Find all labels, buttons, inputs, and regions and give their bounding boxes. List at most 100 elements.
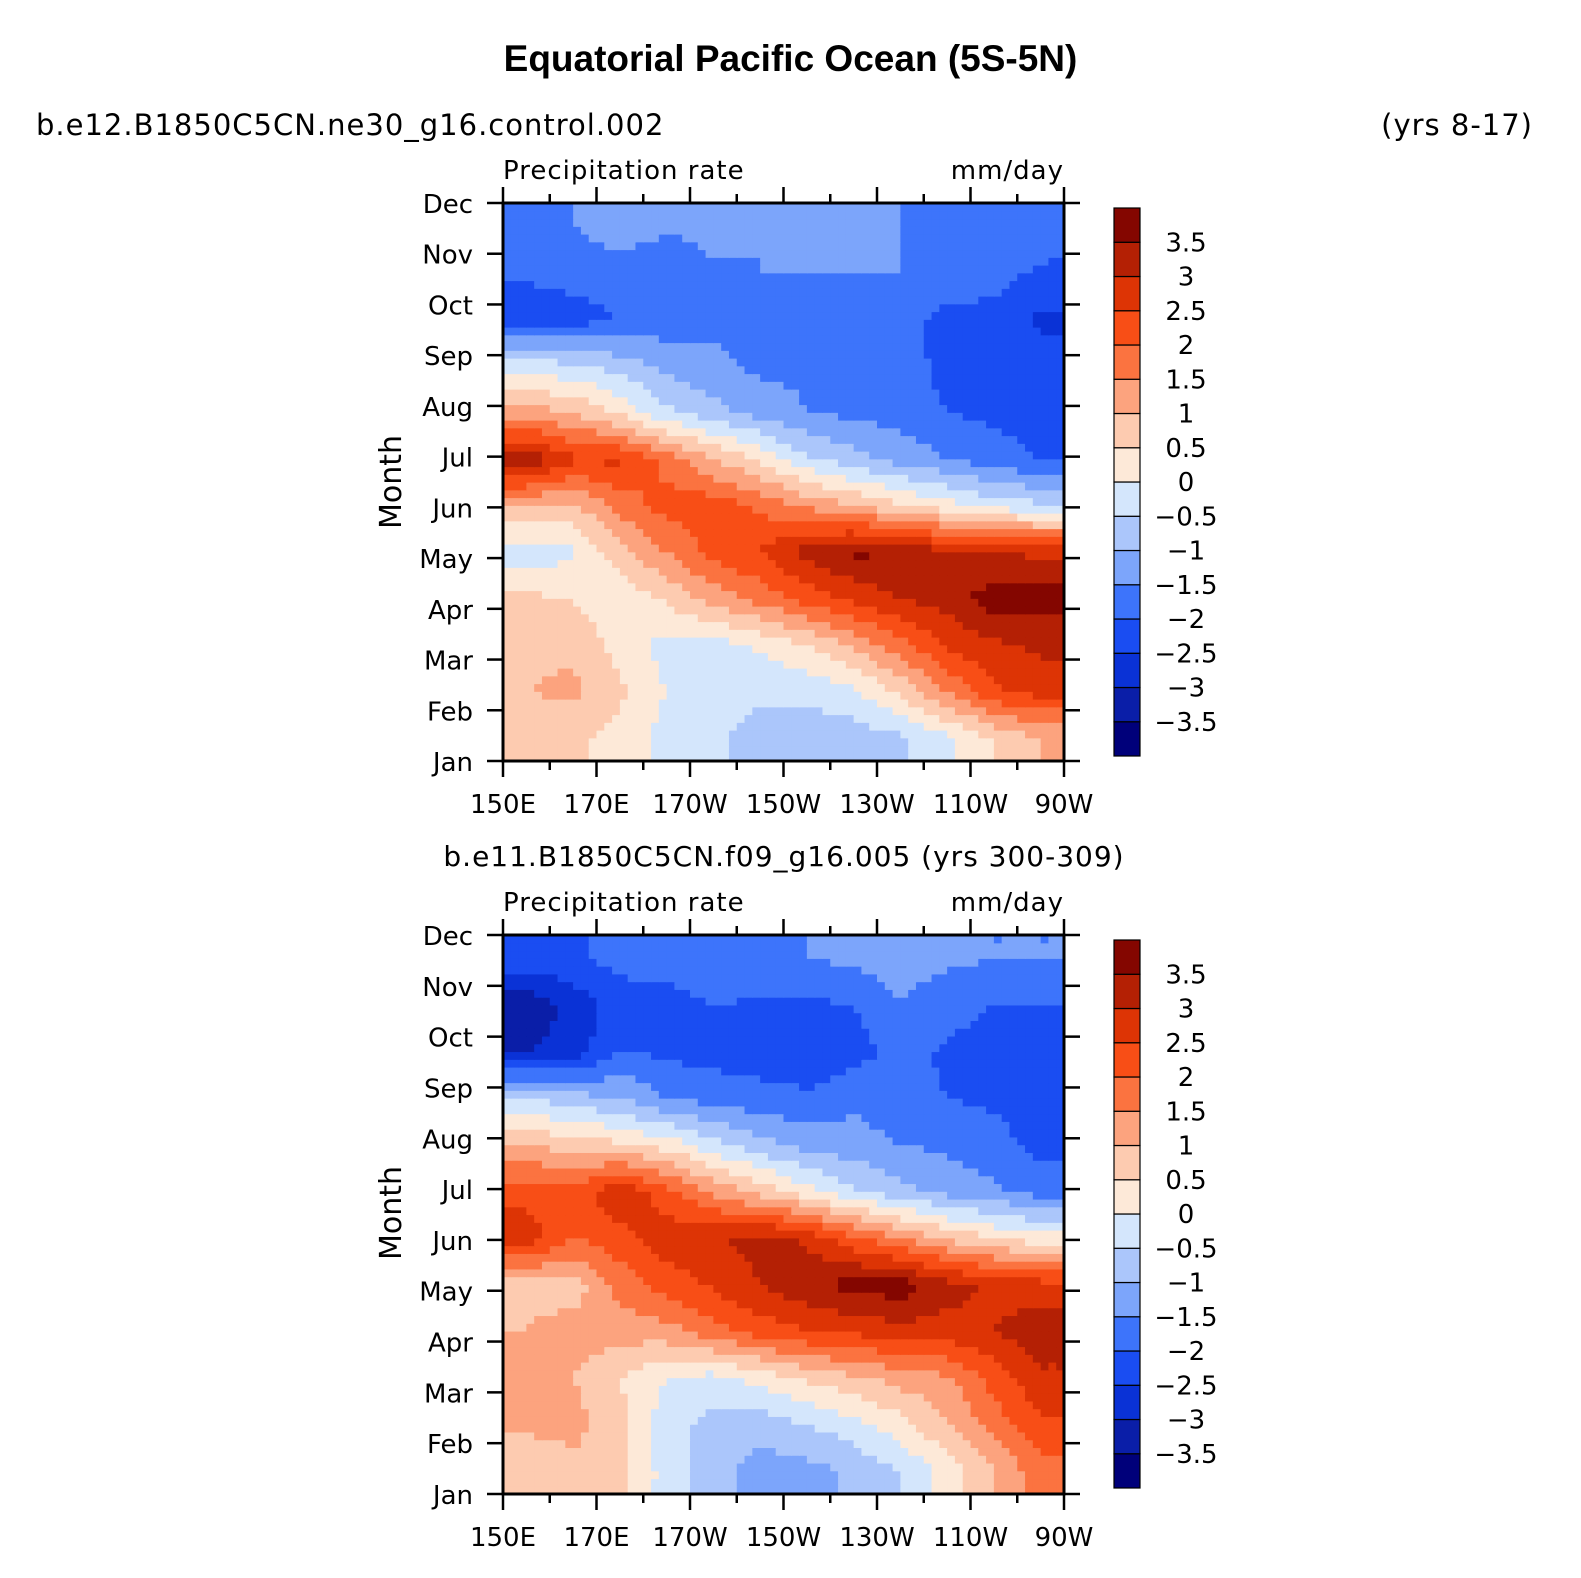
heatmap-cell [674,474,683,483]
heatmap-cell [892,342,901,351]
heatmap-cell [799,699,808,708]
heatmap-cell [713,296,722,305]
heatmap-cell [830,303,839,313]
heatmap-cell [892,730,901,739]
heatmap-cell [923,226,933,235]
heatmap-cell [791,412,800,421]
heatmap-cell [923,675,933,685]
heatmap-cell [635,489,644,499]
heatmap-cell [939,234,948,243]
heatmap-cell [775,358,785,367]
heatmap-cell [503,551,512,561]
heatmap-cell [1048,691,1057,700]
heatmap-cell [978,319,987,328]
heatmap-cell [721,613,730,623]
heatmap-cell [518,706,527,716]
heatmap-cell [783,265,792,274]
heatmap-cell [892,241,901,251]
heatmap-cell [565,466,574,475]
heatmap-cell [651,660,660,669]
heatmap-cell [1048,497,1057,506]
heatmap-cell [752,598,761,607]
heatmap-cell [908,722,917,731]
heatmap-cell [1025,350,1034,359]
heatmap-cell [1009,737,1018,747]
heatmap-cell [1025,265,1034,274]
heatmap-cell [923,443,933,452]
heatmap-cell [760,427,769,437]
heatmap-cell [783,226,792,235]
heatmap-cell [1025,443,1034,452]
heatmap-cell [947,241,956,251]
heatmap-cell [783,621,792,630]
heatmap-cell [643,389,652,398]
heatmap-cell [541,551,551,561]
heatmap-cell [728,551,738,561]
heatmap-cell [643,730,652,739]
heatmap-cell [619,412,629,421]
heatmap-cell [565,668,574,677]
heatmap-cell [518,404,527,413]
heatmap-cell [915,722,925,731]
heatmap-cell [1040,458,1050,468]
heatmap-cell [541,412,551,421]
heatmap-cell [682,443,691,452]
heatmap-cell [736,528,746,537]
heatmap-cell [947,606,956,615]
heatmap-cell [931,621,940,630]
heatmap-cell [526,319,535,328]
heatmap-cell [814,575,824,584]
heatmap-cell [510,265,520,274]
heatmap-cell [838,327,847,336]
heatmap-cell [970,296,979,305]
heatmap-cell [861,737,870,747]
heatmap-cell [783,350,792,359]
heatmap-cell [588,637,598,646]
heatmap-cell [822,358,831,367]
heatmap-cell [604,358,613,367]
heatmap-cell [760,652,769,661]
heatmap-cell [1040,272,1050,282]
heatmap-cell [580,435,590,444]
heatmap-cell [588,699,598,708]
heatmap-cell [580,497,590,506]
heatmap-cell [923,714,933,723]
heatmap-cell [690,358,699,367]
heatmap-cell [783,427,792,437]
heatmap-cell [986,265,995,274]
heatmap-cell [822,427,831,437]
heatmap-cell [728,451,738,460]
heatmap-cell [830,590,839,599]
heatmap-cell [736,350,746,359]
heatmap-cell [962,443,972,452]
heatmap-cell [510,730,520,739]
heatmap-cell [760,489,769,499]
heatmap-cell [721,675,730,685]
heatmap-cell [549,241,559,251]
heatmap-cell [651,404,660,413]
heatmap-cell [877,559,886,568]
heatmap-cell [986,482,995,491]
heatmap-cell [697,644,707,654]
heatmap-cell [721,257,730,266]
heatmap-cell [939,466,948,475]
heatmap-cell [619,637,629,646]
heatmap-cell [557,699,566,708]
heatmap-cell [1032,396,1042,406]
heatmap-cell [666,435,676,444]
heatmap-cell [705,544,714,553]
heatmap-cell [915,381,925,390]
heatmap-cell [518,691,527,700]
heatmap-cell [666,520,676,530]
heatmap-cell [892,280,901,289]
heatmap-cell [923,637,933,646]
heatmap-cell [619,699,629,708]
heatmap-cell [752,730,761,739]
heatmap-cell [954,505,964,514]
heatmap-cell [534,722,543,731]
heatmap-cell [612,637,621,646]
heatmap-cell [1048,288,1057,297]
heatmap-cell [526,691,535,700]
heatmap-cell [884,249,894,258]
heatmap-cell [775,280,785,289]
